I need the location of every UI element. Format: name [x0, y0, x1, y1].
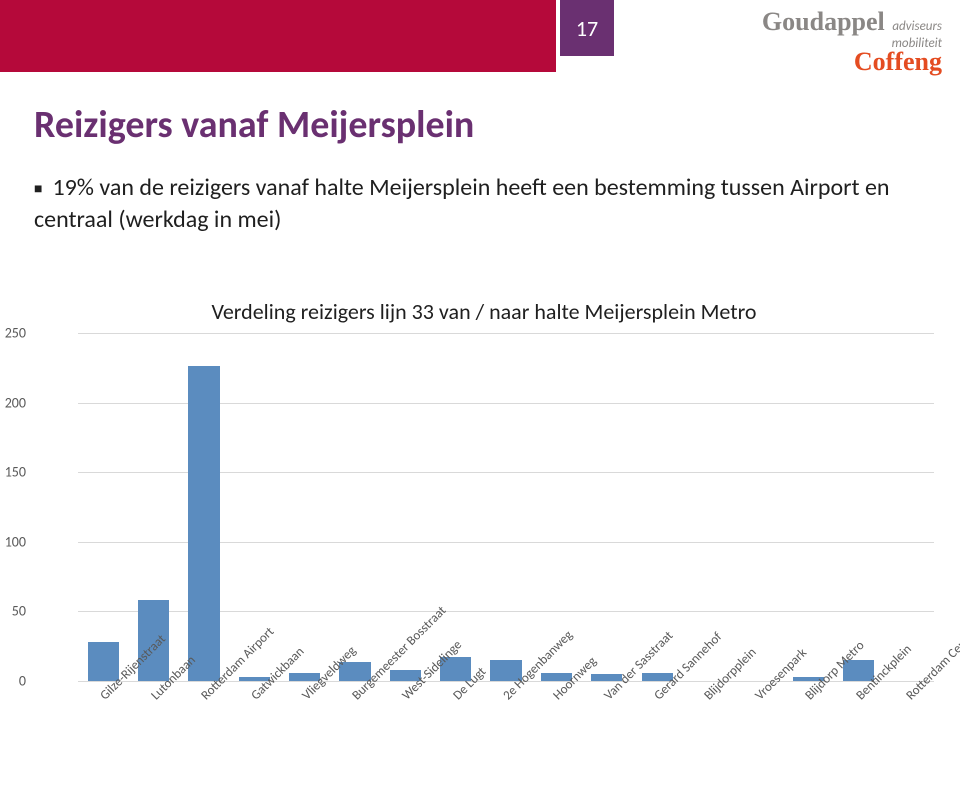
- x-label-slot: Blijdorpplein: [682, 681, 732, 682]
- bullet-text: 19% van de reizigers vanaf halte Meijers…: [34, 173, 890, 234]
- x-label-slot: Gerard Sannehof: [632, 681, 682, 682]
- bar-slot: [330, 333, 380, 681]
- bar-slot: [884, 333, 934, 681]
- x-label-slot: Vroesenpark: [733, 681, 783, 682]
- x-label-slot: Bentinckplein: [833, 681, 883, 682]
- bar-slot: [481, 333, 531, 681]
- x-label-slot: Burgemeester Bosstraat: [330, 681, 380, 682]
- page-title: Reizigers vanaf Meijersplein: [34, 102, 474, 148]
- bar-slot: [78, 333, 128, 681]
- page-number-badge: 17: [560, 0, 614, 56]
- logo-sup1: adviseurs: [892, 19, 942, 34]
- chart: Verdeling reizigers lijn 33 van / naar h…: [34, 298, 934, 682]
- bar-slot: [279, 333, 329, 681]
- x-label-slot: Lutonbaan: [128, 681, 178, 682]
- x-label-slot: Van der Sasstraat: [582, 681, 632, 682]
- bar: [188, 366, 219, 681]
- header-left-bar: [0, 0, 556, 72]
- y-tick-label: 200: [5, 394, 26, 411]
- x-label-slot: Hoornweg: [531, 681, 581, 682]
- logo-sub: Coffeng: [762, 48, 942, 75]
- bar-slot: [733, 333, 783, 681]
- logo: Goudappel adviseurs mobiliteit Coffeng: [762, 8, 942, 75]
- bar-slot: [632, 333, 682, 681]
- x-label-slot: Rotterdam Centraal: [884, 681, 934, 682]
- bar-slot: [682, 333, 732, 681]
- logo-main-row: Goudappel adviseurs mobiliteit: [762, 8, 942, 52]
- x-label-slot: De Lugt: [431, 681, 481, 682]
- y-tick-label: 100: [5, 533, 26, 550]
- x-label-slot: Rotterdam Airport: [179, 681, 229, 682]
- y-tick-label: 50: [12, 603, 26, 620]
- bar-slot: [582, 333, 632, 681]
- x-label-slot: Gatwickbaan: [229, 681, 279, 682]
- bar-slot: [531, 333, 581, 681]
- bar-slot: [431, 333, 481, 681]
- bar-slot: [179, 333, 229, 681]
- y-tick-label: 250: [5, 325, 26, 342]
- bars-row: [78, 333, 934, 681]
- x-label-slot: Vliegveldweg: [279, 681, 329, 682]
- x-label-slot: 2e Hogenbanweg: [481, 681, 531, 682]
- bar-slot: [783, 333, 833, 681]
- chart-x-labels: Gilze-RijenstraatLutonbaanRotterdam Airp…: [78, 681, 934, 682]
- y-tick-label: 0: [19, 673, 26, 690]
- logo-main: Goudappel: [762, 7, 885, 36]
- page-number: 17: [576, 15, 598, 42]
- bar-slot: [128, 333, 178, 681]
- x-label-slot: Blijdorp Metro: [783, 681, 833, 682]
- bar-slot: [833, 333, 883, 681]
- chart-plot-area: 050100150200250: [34, 333, 934, 681]
- y-tick-label: 150: [5, 464, 26, 481]
- x-label-slot: Gilze-Rijenstraat: [78, 681, 128, 682]
- chart-title: Verdeling reizigers lijn 33 van / naar h…: [34, 298, 934, 325]
- x-label-slot: West-Sidelinge: [380, 681, 430, 682]
- bullet-point: ■19% van de reizigers vanaf halte Meijer…: [34, 172, 914, 237]
- bullet-square-icon: ■: [34, 180, 52, 197]
